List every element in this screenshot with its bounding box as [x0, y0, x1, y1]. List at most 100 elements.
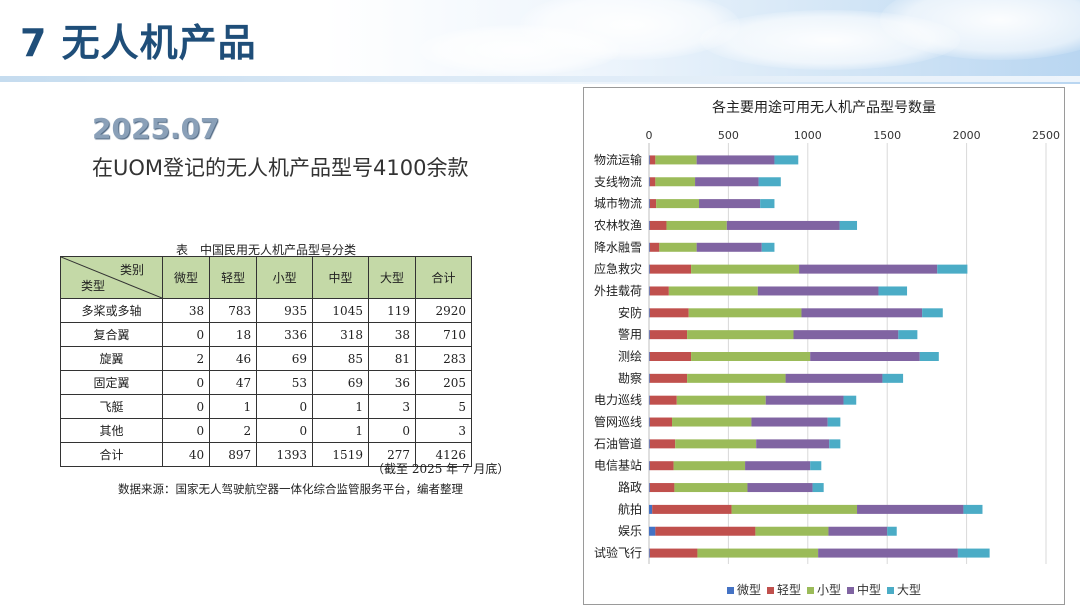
bar-segment: [937, 264, 968, 274]
category-label: 警用: [618, 327, 642, 342]
bar-segment: [674, 483, 748, 493]
bar-segment: [745, 461, 811, 471]
table-cell: 69: [312, 370, 369, 395]
row-label: 旋翼: [60, 346, 163, 371]
category-label: 管网巡线: [594, 414, 642, 429]
bar-segment: [731, 504, 858, 514]
table-cell: 1: [312, 394, 369, 419]
category-label: 勘察: [618, 371, 642, 385]
category-label: 物流运输: [594, 152, 642, 167]
table-corner-cell: 类别 类型: [60, 256, 163, 299]
table-cell: 0: [256, 394, 314, 419]
bar-segment: [774, 155, 799, 165]
category-label: 城市物流: [594, 196, 642, 211]
bar-segment: [649, 242, 650, 252]
legend-label: 中型: [857, 583, 882, 597]
category-label: 航拍: [618, 501, 642, 516]
bar-segment: [649, 439, 676, 449]
table-cell: 81: [367, 346, 417, 371]
bar-segment: [691, 352, 811, 361]
row-label: 飞艇: [60, 394, 163, 419]
bar-segment: [649, 330, 650, 340]
bar-segment: [659, 242, 697, 252]
category-label: 电信基站: [594, 459, 642, 473]
bar-segment: [649, 352, 650, 361]
bar-segment: [799, 264, 938, 274]
bar-segment: [818, 548, 958, 558]
table-cell: 336: [256, 322, 314, 347]
bar-segment: [649, 308, 650, 318]
row-label: 其他: [60, 418, 163, 443]
bar-segment: [696, 242, 762, 252]
table-cell: 897: [209, 442, 258, 467]
bar-segment: [887, 526, 897, 536]
bar-segment: [649, 483, 675, 493]
table-cell: 0: [256, 418, 314, 443]
bar-segment: [922, 308, 943, 318]
table-cell: 5: [415, 394, 472, 419]
bar-segment: [761, 242, 775, 252]
bar-segment: [810, 461, 822, 471]
bar-segment: [878, 286, 908, 296]
stacked-bar-chart: 0 500 1000 1500 2000 2500 物流运输支线物流城市物流农林牧渔降水融雪…: [594, 129, 1060, 564]
bar-segment: [649, 504, 653, 514]
table-note: （截至 2025 年 7 月底）: [372, 462, 510, 476]
bar-segment: [757, 286, 879, 296]
bar-segment: [801, 308, 923, 318]
legend-swatch: [726, 587, 734, 594]
bar-segment: [687, 373, 786, 383]
bar-segment: [758, 177, 781, 187]
bar-segment: [649, 373, 650, 383]
classification-table: 类别 类型 微型 轻型 小型 中型 大型 合计 多桨或多轴 38 783 935 104…: [60, 256, 472, 467]
bar-segment: [843, 395, 857, 405]
table-cell: 47: [209, 370, 258, 395]
corner-label-category: 类别: [119, 263, 144, 277]
legend-label: 大型: [897, 583, 922, 597]
legend-item: 轻型: [766, 581, 801, 598]
bar-segment: [649, 548, 698, 558]
table-row: 多桨或多轴 38 783 935 1045 119 2920: [60, 298, 472, 323]
bar-segment: [649, 483, 650, 493]
bar-segment: [675, 439, 757, 449]
bar-segment: [649, 395, 677, 405]
table-cell: 1519: [312, 442, 369, 467]
bar-segment: [726, 220, 840, 230]
table-cell: 1: [209, 394, 258, 419]
table-cell: 85: [312, 346, 369, 371]
column-header: 小型: [256, 256, 314, 299]
bar-segment: [812, 483, 824, 493]
table-cell: 205: [415, 370, 472, 395]
table-cell: 53: [256, 370, 314, 395]
legend-item: 大型: [887, 581, 921, 598]
table-cell: 0: [161, 322, 211, 347]
table-cell: 318: [312, 322, 369, 347]
bar-segment: [755, 526, 829, 536]
bar-segment: [649, 286, 650, 296]
bar-segment: [649, 439, 650, 449]
category-label: 支线物流: [594, 175, 642, 189]
bar-segment: [649, 264, 692, 274]
page-title: 7 无人机产品: [20, 21, 257, 65]
bar-segment: [857, 504, 964, 514]
category-label: 安防: [618, 305, 642, 320]
category-label: 娱乐: [618, 524, 642, 538]
bar-segment: [649, 177, 650, 187]
table-cell: 18: [209, 322, 258, 347]
bar-segment: [673, 461, 746, 471]
bar-segment: [649, 352, 692, 361]
table-cell: 1045: [312, 298, 369, 323]
column-header: 大型: [367, 256, 417, 299]
category-label: 应急救灾: [594, 261, 642, 276]
bar-segment: [760, 199, 775, 209]
header-banner: 7 无人机产品: [0, 0, 1080, 84]
table-cell: 0: [161, 394, 211, 419]
table-row: 飞艇 0 1 0 1 3 5: [60, 394, 472, 419]
bar-segment: [649, 286, 669, 296]
table-row: 其他 0 2 0 1 0 3: [60, 418, 472, 443]
bar-segment: [756, 439, 830, 449]
bar-segment: [882, 373, 904, 383]
bar-segment: [649, 330, 688, 340]
table-cell: 283: [415, 346, 472, 371]
bar-segment: [827, 417, 841, 427]
cloud-decoration: [420, 25, 620, 75]
